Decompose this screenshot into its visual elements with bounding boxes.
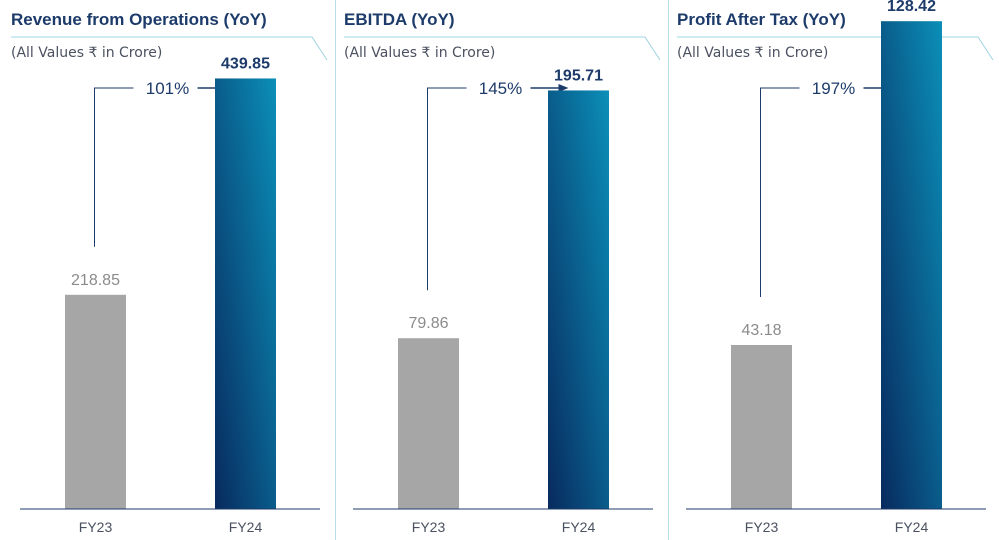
bar-fy24 [215,78,276,509]
ebitda-chart: EBITDA (YoY) (All Values ₹ in Crore) 145% 7… [344,10,661,535]
bar-fy24 [881,21,942,509]
data-label-fy23: 43.18 [741,322,781,339]
growth-label: 145% [479,79,522,98]
panel-divider [668,0,669,540]
bar-fy24 [548,90,609,510]
growth-arrow-head [558,84,569,92]
data-label-fy24: 195.71 [554,67,603,84]
growth-label: 197% [812,79,855,98]
bar-fy23 [731,344,792,509]
chart-subtitle: (All Values ₹ in Crore) [11,45,162,61]
chart-title: Profit After Tax (YoY) [677,10,846,29]
growth-bracket [427,87,467,291]
bar-fy23 [65,294,126,509]
tick-label-fy24: FY24 [562,519,596,535]
growth-label: 101% [146,79,189,98]
tick-label-fy24: FY24 [229,519,263,535]
title-underline [677,36,994,61]
pat-panel: Profit After Tax (YoY) (All Values ₹ in C… [666,0,999,540]
chart-title: Revenue from Operations (YoY) [11,10,267,29]
chart-title: EBITDA (YoY) [344,10,455,29]
growth-bracket [94,87,134,247]
data-label-fy24: 128.42 [887,0,936,15]
tick-label-fy23: FY23 [745,519,779,535]
data-label-fy23: 79.86 [408,315,448,332]
revenue-chart: Revenue from Operations (YoY) (All Values… [11,10,328,535]
tick-label-fy23: FY23 [79,519,113,535]
chart-subtitle: (All Values ₹ in Crore) [344,45,495,61]
growth-bracket [760,87,800,297]
tick-label-fy24: FY24 [895,519,929,535]
panel-divider [335,0,336,540]
data-label-fy24: 439.85 [221,55,270,72]
tick-label-fy23: FY23 [412,519,446,535]
ebitda-panel: EBITDA (YoY) (All Values ₹ in Crore) 145% 7… [333,0,666,540]
pat-chart: Profit After Tax (YoY) (All Values ₹ in C… [677,0,994,535]
title-underline [344,36,661,61]
chart-subtitle: (All Values ₹ in Crore) [677,45,828,61]
revenue-panel: Revenue from Operations (YoY) (All Values… [0,0,333,540]
data-label-fy23: 218.85 [71,272,120,289]
title-underline [11,36,328,61]
bar-fy23 [398,338,459,509]
